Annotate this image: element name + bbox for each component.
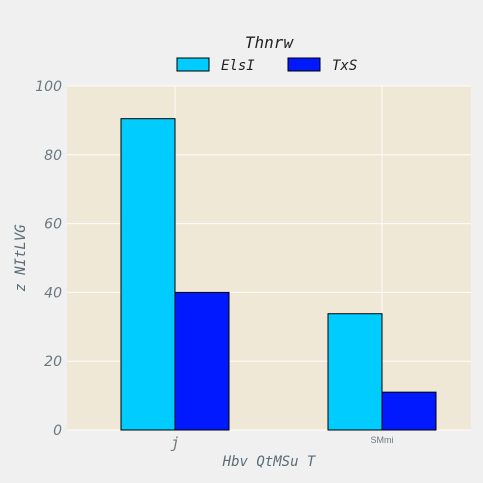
chart-title: Thnrw: [245, 33, 295, 52]
bar-series-0-cat-0: [121, 119, 175, 430]
y-tick-label: 20: [44, 354, 62, 370]
x-tick-labels: j SMmi: [170, 434, 393, 452]
y-axis-label: z NItLVG: [13, 224, 29, 292]
y-tick-label: 80: [44, 148, 62, 164]
legend-swatch-series-1: [288, 58, 320, 71]
y-tick-label: 0: [53, 423, 62, 439]
x-tick-label: SMmi: [371, 435, 394, 445]
y-tick-label: 40: [44, 285, 62, 301]
y-tick-label: 60: [44, 217, 62, 233]
y-tick-labels: 0 20 40 60 80 100: [35, 79, 62, 439]
bar-series-1-cat-1: [382, 392, 436, 430]
legend: ElsI TxS: [177, 58, 357, 74]
legend-swatch-series-0: [177, 58, 209, 71]
bar-series-1-cat-0: [175, 292, 229, 430]
bar-series-0-cat-1: [328, 314, 382, 430]
legend-label-series-1: TxS: [332, 58, 357, 74]
x-tick-label: j: [170, 434, 179, 452]
legend-label-series-0: ElsI: [221, 58, 255, 74]
x-axis-label: Hbv QtMSu T: [222, 454, 317, 470]
y-tick-label: 100: [35, 79, 62, 95]
